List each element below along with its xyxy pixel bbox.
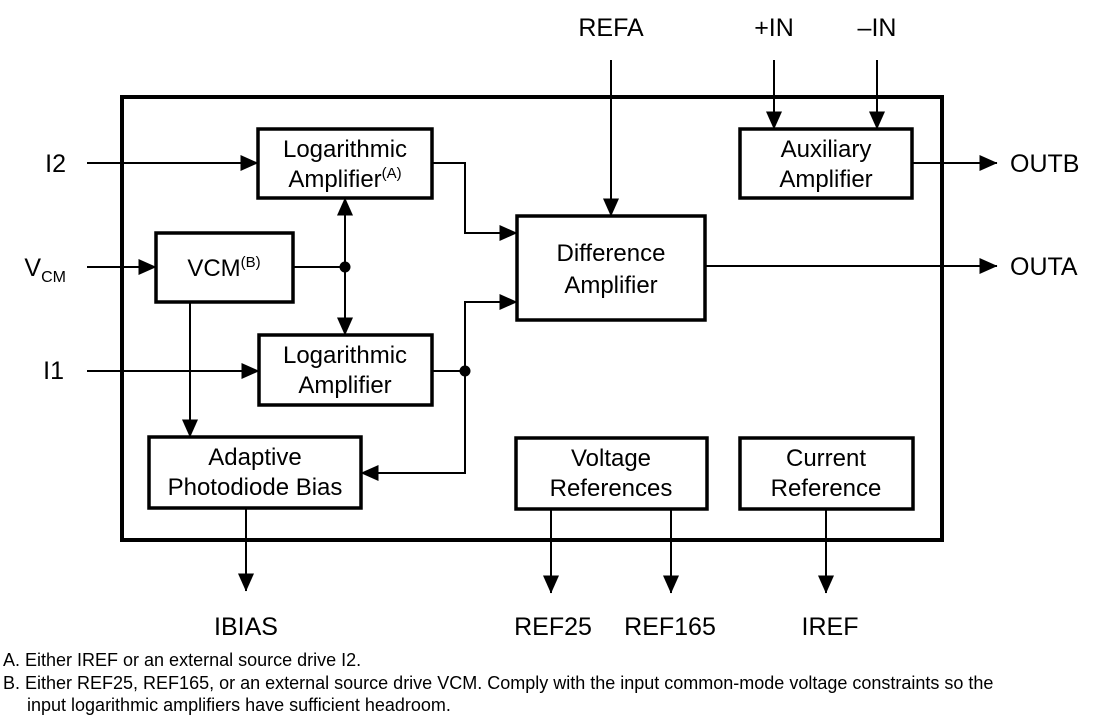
- pin-label-i2: I2: [45, 150, 66, 178]
- pin-label-ref165: REF165: [624, 613, 716, 641]
- diff-amp-label-line2: Amplifier: [564, 272, 657, 299]
- adaptive-bias-label-line1: Adaptive: [208, 444, 301, 471]
- log-amp-label-line2: Amplifier: [298, 372, 391, 399]
- footnote-b-line1: B. Either REF25, REF165, or an external …: [3, 673, 993, 693]
- pin-label-vcm-subscript: CM: [41, 269, 66, 286]
- block-vcm: [154, 231, 295, 304]
- log-amp-label-line1: Logarithmic: [283, 342, 407, 369]
- block-difference-amplifier: [515, 214, 707, 322]
- wire-log-amp-a-to-diff-amp: [432, 162, 518, 241]
- pin-label-ibias: IBIAS: [214, 613, 278, 641]
- pin-label-outa: OUTA: [1010, 253, 1078, 281]
- aux-amp-label-line2: Amplifier: [779, 166, 872, 193]
- junction-dot-vcm: [339, 261, 351, 273]
- block-adaptive-photodiode-bias: [147, 435, 363, 510]
- vcm-footnote-marker: (B): [241, 254, 261, 271]
- current-ref-label-line2: Reference: [771, 475, 882, 502]
- footnote-b-line2: input logarithmic amplifiers have suffic…: [27, 695, 451, 715]
- pin-label-refa: REFA: [578, 14, 644, 42]
- pin-label-minus-in: –IN: [858, 14, 897, 42]
- voltage-ref-label-line2: References: [550, 475, 673, 502]
- vcm-block-label: VCM(B): [187, 254, 260, 282]
- block-auxiliary-amplifier: [738, 127, 914, 200]
- block-logarithmic-amplifier: [257, 333, 434, 407]
- diff-amp-label-line1: Difference: [557, 240, 666, 267]
- pin-label-i1: I1: [43, 357, 64, 385]
- voltage-ref-label-line1: Voltage: [571, 445, 651, 472]
- block-current-reference: [738, 436, 915, 511]
- footnote-a: A. Either IREF or an external source dri…: [3, 650, 361, 670]
- wire-junction-to-adaptive-bias: [360, 371, 466, 481]
- block-logarithmic-amplifier-a: [256, 127, 434, 200]
- block-voltage-references: [514, 436, 709, 511]
- pin-label-outb: OUTB: [1010, 150, 1079, 178]
- wire-junction-to-diff-amp: [464, 294, 518, 371]
- pin-label-ref25: REF25: [514, 613, 592, 641]
- pin-label-iref: IREF: [802, 613, 859, 641]
- aux-amp-label-line1: Auxiliary: [781, 136, 872, 163]
- adaptive-bias-label-line2: Photodiode Bias: [168, 474, 343, 501]
- pin-label-plus-in: +IN: [754, 14, 794, 42]
- log-amp-a-label-line2: Amplifier(A): [288, 165, 401, 193]
- device-boundary: [120, 95, 944, 542]
- junction-dot-log-amp-output: [459, 365, 471, 377]
- current-ref-label-line1: Current: [786, 445, 866, 472]
- log-amp-a-footnote-marker: (A): [382, 165, 402, 182]
- pin-label-vcm: VCM: [24, 254, 66, 286]
- log-amp-a-label-line1: Logarithmic: [283, 136, 407, 163]
